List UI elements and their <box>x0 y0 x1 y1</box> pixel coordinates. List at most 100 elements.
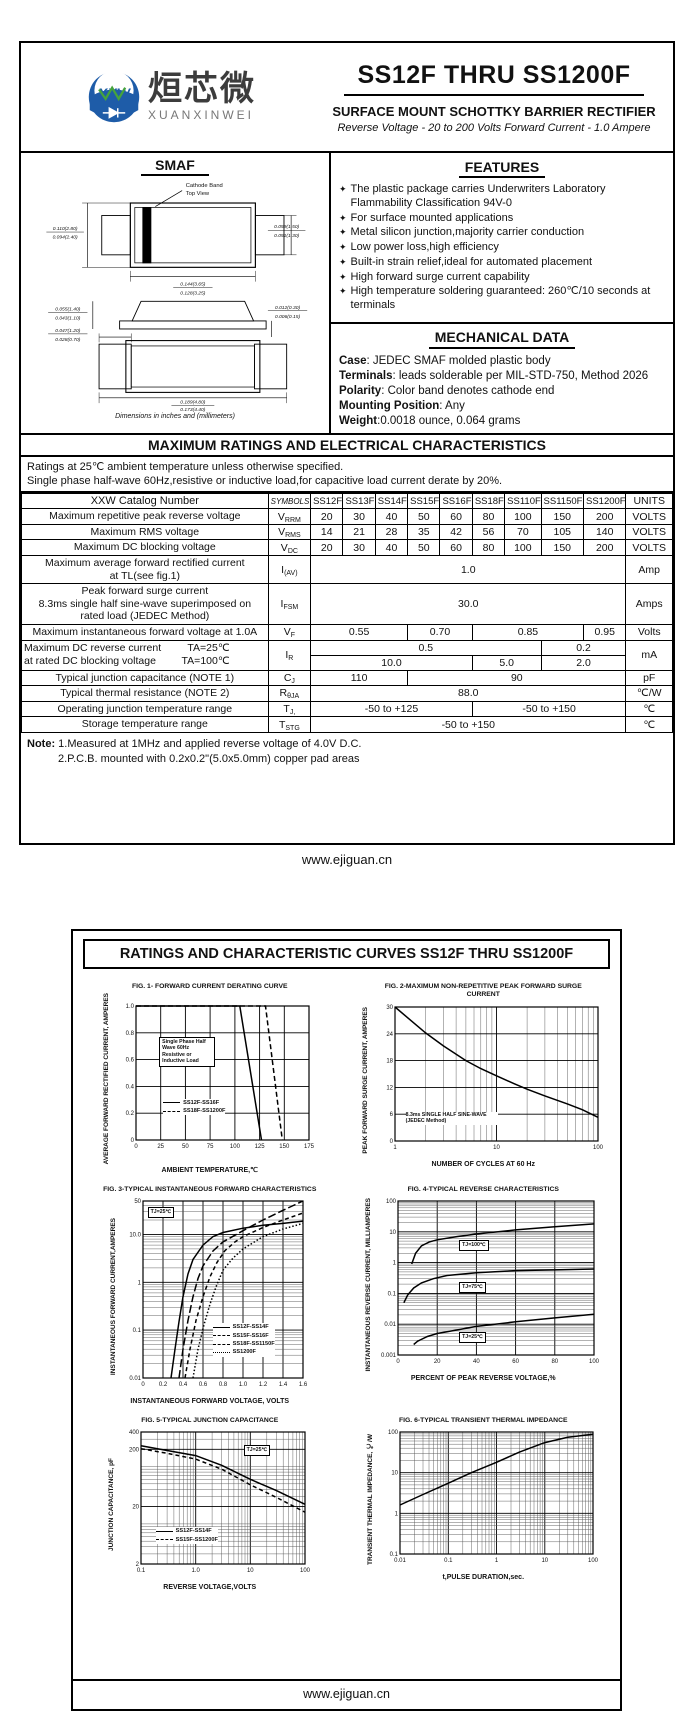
dim-label: 0.012(0.30) <box>275 305 300 311</box>
value-cell: 90 <box>407 669 627 687</box>
svg-text:0: 0 <box>134 1144 138 1150</box>
value-cell: 28 <box>374 523 409 541</box>
feature-text: Built-in strain relief,ideal for automat… <box>350 255 593 268</box>
svg-text:20: 20 <box>132 1505 139 1511</box>
mechanical-heading: MECHANICAL DATA <box>339 328 665 349</box>
ratings-table-body: XXW Catalog Number SYMBOLS SS12F SS13F SS14F… <box>21 493 673 733</box>
symbol-cell: VF <box>267 623 312 641</box>
feature-item: ✦ High temperature soldering guaranteed: … <box>339 285 665 313</box>
bullet-icon: ✦ <box>339 184 347 194</box>
value-cell: 50 <box>407 508 441 525</box>
parameter-cell: Maximum instantaneous forward voltage at… <box>21 623 269 641</box>
note-label: Note: <box>27 737 56 750</box>
svg-text:100: 100 <box>300 1568 311 1574</box>
svg-text:0.8: 0.8 <box>126 1030 135 1036</box>
svg-text:2: 2 <box>135 1562 139 1568</box>
value-cell: 0.5 <box>310 639 542 656</box>
parameter-cell: Maximum RMS voltage <box>21 523 269 541</box>
dim-label: 0.006(0.15) <box>275 314 300 320</box>
fig3-annotation: TJ=25℃ <box>147 1207 175 1218</box>
value-cell: 80 <box>471 539 506 556</box>
value-cell: 30.0 <box>310 583 627 625</box>
fig5-plot-area: 0.1 1.0 10 100 2 20 200 400 TJ=25℃ SS12F-SS14F … <box>116 1427 312 1582</box>
dashed-line-icon <box>155 1539 173 1541</box>
figure-4: FIG. 4-TYPICAL REVERSE CHARACTERISTICS I… <box>347 1186 621 1417</box>
mechanical-item: Mounting Position: Any <box>339 399 465 412</box>
svg-text:1.6: 1.6 <box>298 1382 307 1388</box>
svg-text:30: 30 <box>386 1005 393 1011</box>
fig5-legend: SS12F-SS14F SS15F-SS1200F <box>155 1527 218 1545</box>
svg-text:80: 80 <box>552 1359 559 1365</box>
units-cell: mA <box>625 639 673 671</box>
dim-label: 0.128(3.25) <box>180 291 205 297</box>
value-cell: 20 <box>310 508 344 525</box>
value-cell: 0.85 <box>471 623 585 641</box>
dashed-line-icon <box>163 1110 181 1112</box>
units-header: UNITS <box>625 493 673 510</box>
units-cell: ℃/W <box>625 685 673 702</box>
title-rule <box>344 93 644 96</box>
svg-text:100: 100 <box>388 1430 399 1436</box>
fig3-plot-area: 0 0.2 0.4 0.6 0.8 1.0 1.2 1.4 1.6 0.01 0.1 1 10.0 50 … <box>118 1196 310 1396</box>
bullet-icon: ✦ <box>339 242 347 252</box>
value-cell: 10.0 <box>310 654 473 671</box>
dim-label: 0.173(4.40) <box>180 407 205 412</box>
svg-text:100: 100 <box>593 1145 604 1151</box>
bullet-icon: ✦ <box>339 256 347 267</box>
parameter-cell: Maximum average forward rectified curren… <box>21 554 269 585</box>
svg-text:0.001: 0.001 <box>381 1353 397 1359</box>
svg-text:1.4: 1.4 <box>278 1382 287 1388</box>
dim-label: 0.047(1.20) <box>55 328 80 334</box>
figures-grid: FIG. 1- FORWARD CURRENT DERATING CURVE A… <box>73 969 620 1603</box>
svg-text:0.01: 0.01 <box>394 1558 406 1564</box>
fig4-curve-label-25c: TJ=25℃ <box>459 1332 486 1343</box>
website-url: www.ejiguan.cn <box>303 1687 390 1701</box>
dim-label: 0.144(3.65) <box>180 282 205 288</box>
value-cell: 60 <box>439 508 473 525</box>
value-cell: 0.55 <box>310 623 409 641</box>
feature-item: ✦ High forward surge current capability <box>339 271 665 285</box>
dim-label: 0.059(1.50) <box>274 224 299 230</box>
value-cell: 80 <box>471 508 506 525</box>
units-cell: Volts <box>625 623 673 641</box>
device-column-header: SS14F <box>374 493 409 510</box>
website-url: www.ejiguan.cn <box>301 852 393 867</box>
figure-2: FIG. 2-MAXIMUM NON-REPETITIVE PEAK FORWA… <box>347 983 621 1186</box>
value-cell: 1.0 <box>310 554 627 585</box>
svg-text:0.1: 0.1 <box>132 1328 141 1334</box>
fig2-x-axis-label: NUMBER OF CYCLES AT 60 Hz <box>431 1160 535 1168</box>
dim-label: 0.110(2.80) <box>53 226 78 232</box>
dim-label: 0.189(4.80) <box>180 400 205 406</box>
svg-text:25: 25 <box>157 1144 164 1150</box>
feature-text: High forward surge current capability <box>350 270 530 283</box>
value-cell: 30 <box>342 539 376 556</box>
bullet-icon: ✦ <box>339 227 347 238</box>
value-cell: 56 <box>471 523 506 541</box>
value-cell: 40 <box>374 539 409 556</box>
svg-text:1.0: 1.0 <box>238 1382 247 1388</box>
value-cell: 140 <box>582 523 627 541</box>
package-and-features: SMAF <box>21 153 673 433</box>
datasheet-page-1: XXW 烜芯微 XUANXINWEI SS12F THRU SS1200F SU… <box>19 41 675 845</box>
dim-label: 0.055(1.40) <box>55 307 80 313</box>
package-outline-drawing: Cathode Band Top View 0.110(2.80) 0.094(… <box>46 183 308 412</box>
fig4-title: FIG. 4-TYPICAL REVERSE CHARACTERISTICS <box>407 1185 559 1193</box>
value-cell: -50 to +150 <box>310 716 627 733</box>
dimensions-note: Dimensions in inches and (millimeters) <box>115 413 235 421</box>
parameter-cell: Peak forward surge current 8.3ms single h… <box>21 583 269 625</box>
fig2-title: FIG. 2-MAXIMUM NON-REPETITIVE PEAK FORWA… <box>384 983 582 999</box>
value-cell: 40 <box>374 508 409 525</box>
header: XXW 烜芯微 XUANXINWEI SS12F THRU SS1200F SU… <box>21 43 673 153</box>
device-column-header: SS18F <box>471 493 506 510</box>
svg-text:50: 50 <box>134 1199 141 1205</box>
svg-text:0.4: 0.4 <box>126 1084 135 1090</box>
value-cell: -50 to +125 <box>310 700 473 718</box>
mechanical-item: Weight:0.0018 ounce, 0.064 grams <box>339 414 521 427</box>
svg-text:100: 100 <box>230 1144 241 1150</box>
parameter-cell: Operating junction temperature range <box>21 700 269 718</box>
symbol-cell: IR <box>267 639 312 671</box>
device-column-header: SS16F <box>439 493 473 510</box>
units-cell: VOLTS <box>625 523 673 541</box>
svg-text:0.1: 0.1 <box>388 1292 397 1298</box>
svg-text:0.8: 0.8 <box>218 1382 227 1388</box>
